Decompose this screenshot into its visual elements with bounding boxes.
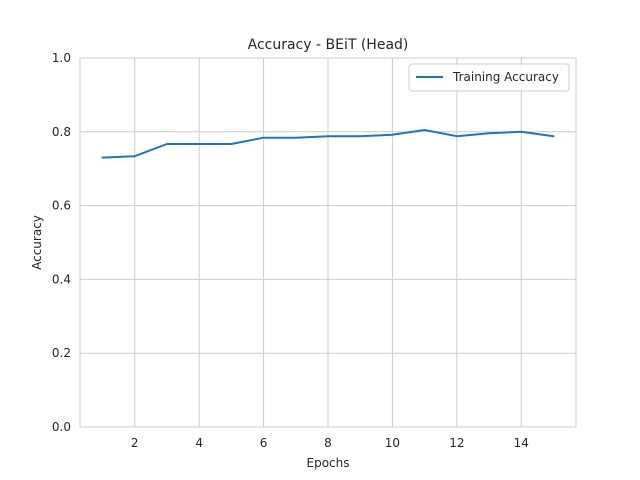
- grid: [80, 57, 576, 428]
- y-tick-label: 1.0: [52, 51, 71, 65]
- x-tick-label: 14: [514, 436, 529, 450]
- chart-title: Accuracy - BEiT (Head): [248, 37, 409, 53]
- y-tick-label: 0.6: [52, 199, 71, 213]
- y-axis-ticks: 0.0 0.2 0.4 0.6 0.8 1.0: [52, 51, 71, 434]
- x-tick-label: 10: [385, 436, 400, 450]
- x-tick-label: 8: [324, 436, 332, 450]
- legend: Training Accuracy: [408, 63, 570, 92]
- x-tick-label: 2: [131, 436, 139, 450]
- y-axis-label: Accuracy: [30, 215, 44, 270]
- y-tick-label: 0.8: [52, 125, 71, 139]
- x-axis-ticks: 2 4 6 8 10 12 14: [131, 436, 529, 450]
- y-tick-label: 0.2: [52, 346, 71, 360]
- x-tick-label: 12: [449, 436, 464, 450]
- series-line-training-accuracy: [101, 129, 555, 159]
- series-layer: [101, 129, 555, 159]
- legend-box: [408, 63, 570, 92]
- plot-frame: [79, 57, 577, 428]
- x-tick-label: 4: [195, 436, 203, 450]
- x-tick-label: 6: [260, 436, 268, 450]
- x-axis-label: Epochs: [307, 456, 350, 470]
- y-tick-label: 0.0: [52, 420, 71, 434]
- legend-label-training-accuracy: Training Accuracy: [452, 70, 559, 84]
- y-tick-label: 0.4: [52, 272, 71, 286]
